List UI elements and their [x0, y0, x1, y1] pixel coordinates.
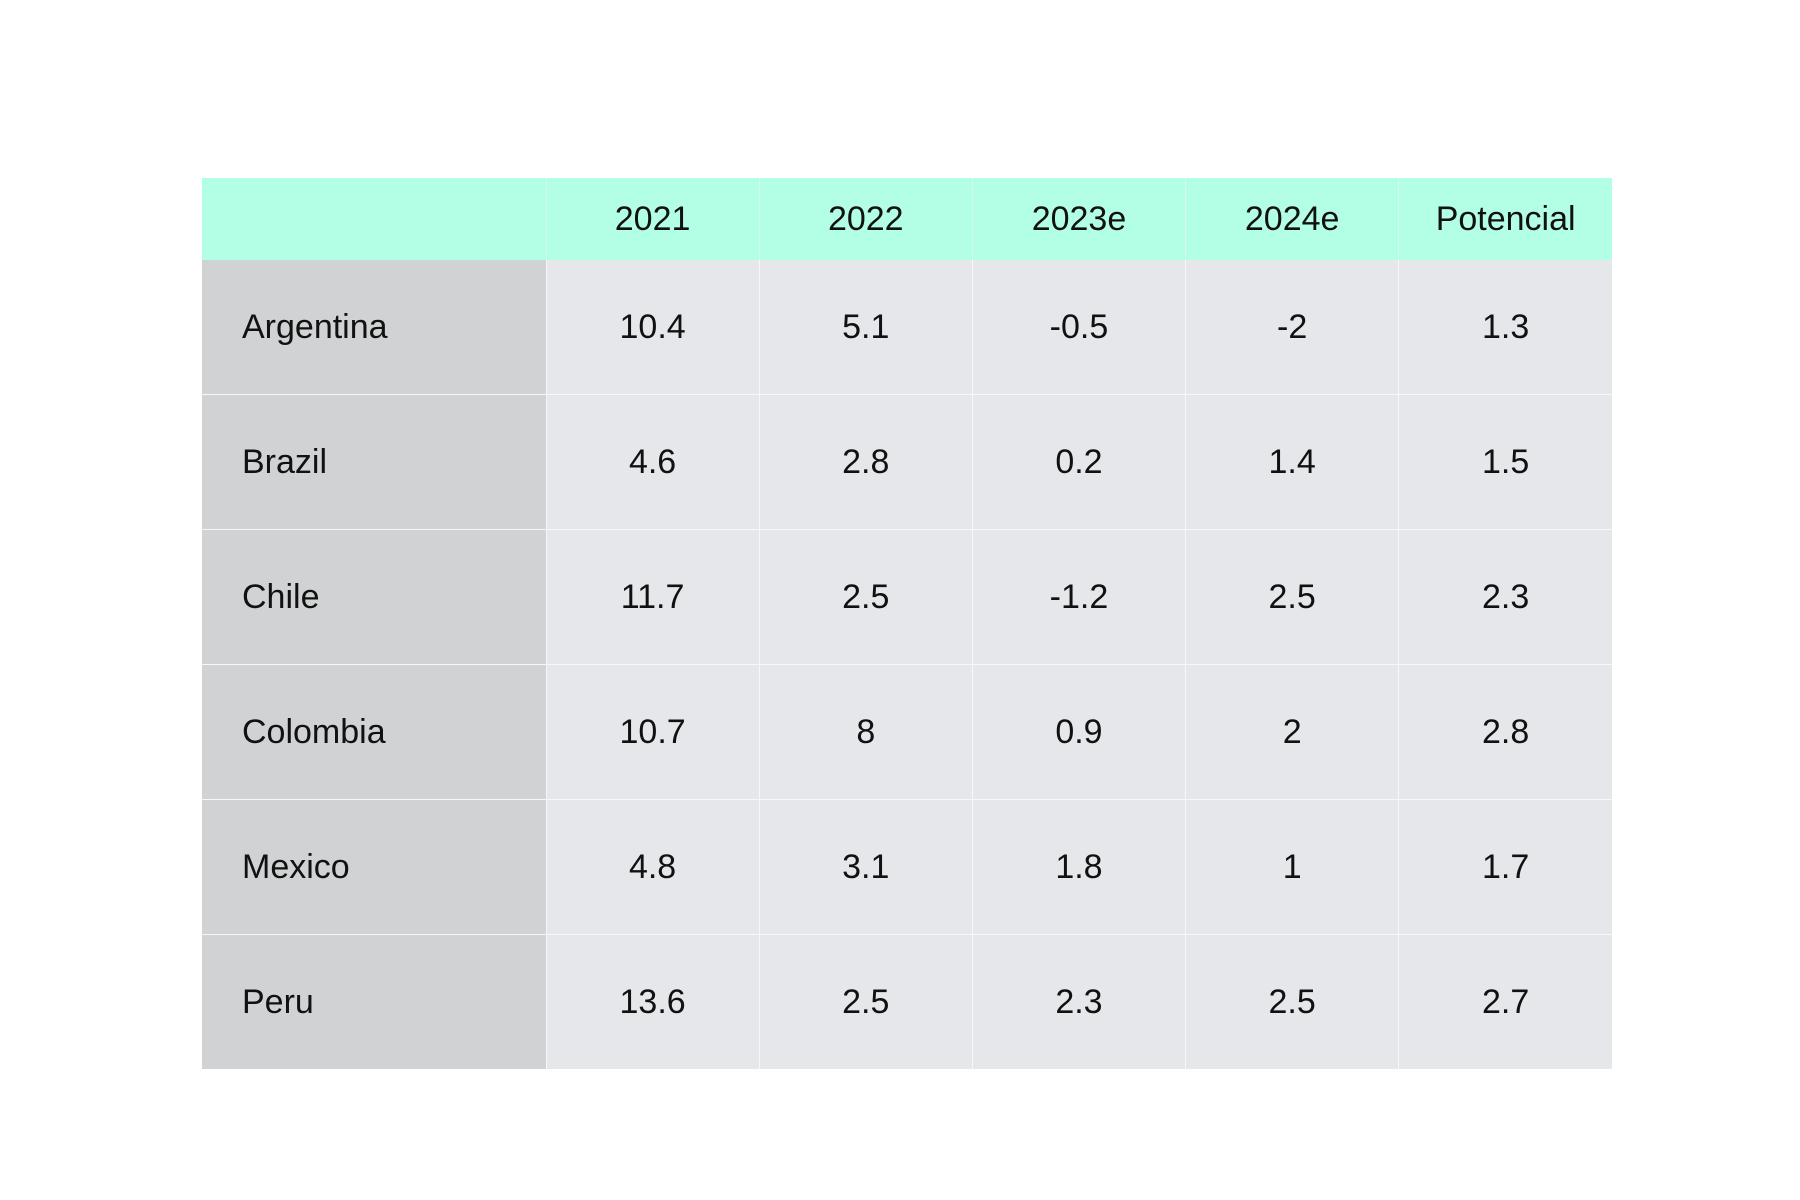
- header-cell-2021: 2021: [545, 178, 760, 260]
- data-table: 2021 2022 2023e 2024e Potencial Argentin…: [202, 178, 1612, 1069]
- row-label-cell: Mexico: [202, 799, 547, 935]
- value-cell: 3.1: [758, 799, 973, 935]
- data-table-container: 2021 2022 2023e 2024e Potencial Argentin…: [202, 178, 1612, 1069]
- value-cell: 1.5: [1398, 394, 1612, 530]
- value-cell: 2.5: [1185, 934, 1400, 1069]
- table-row: Mexico 4.8 3.1 1.8 1 1.7: [202, 799, 1612, 935]
- row-label-cell: Colombia: [202, 664, 547, 800]
- table-row: Chile 11.7 2.5 -1.2 2.5 2.3: [202, 529, 1612, 665]
- row-label-cell: Brazil: [202, 394, 547, 530]
- value-cell: 2.7: [1398, 934, 1612, 1069]
- value-cell: 2: [1185, 664, 1400, 800]
- value-cell: 2.8: [1398, 664, 1612, 800]
- header-row: 2021 2022 2023e 2024e Potencial: [202, 178, 1612, 260]
- value-cell: 2.8: [758, 394, 973, 530]
- value-cell: 8: [758, 664, 973, 800]
- row-label-cell: Argentina: [202, 260, 547, 395]
- value-cell: 1.8: [971, 799, 1187, 935]
- value-cell: -0.5: [971, 260, 1187, 395]
- table-row: Argentina 10.4 5.1 -0.5 -2 1.3: [202, 260, 1612, 395]
- value-cell: 5.1: [758, 260, 973, 395]
- row-label-cell: Peru: [202, 934, 547, 1069]
- value-cell: 10.7: [545, 664, 760, 800]
- table-body: Argentina 10.4 5.1 -0.5 -2 1.3 Brazil 4.6 2.8 0.2…: [202, 260, 1612, 1069]
- value-cell: 2.3: [1398, 529, 1612, 665]
- value-cell: 0.2: [971, 394, 1187, 530]
- value-cell: -1.2: [971, 529, 1187, 665]
- value-cell: 0.9: [971, 664, 1187, 800]
- value-cell: 1.3: [1398, 260, 1612, 395]
- row-label-cell: Chile: [202, 529, 547, 665]
- header-cell-2022: 2022: [758, 178, 973, 260]
- value-cell: 4.8: [545, 799, 760, 935]
- table-row: Colombia 10.7 8 0.9 2 2.8: [202, 664, 1612, 800]
- header-cell-2024e: 2024e: [1185, 178, 1400, 260]
- value-cell: 11.7: [545, 529, 760, 665]
- value-cell: 2.3: [971, 934, 1187, 1069]
- value-cell: 1.4: [1185, 394, 1400, 530]
- header-cell-corner: [202, 178, 547, 260]
- table-row: Brazil 4.6 2.8 0.2 1.4 1.5: [202, 394, 1612, 530]
- value-cell: 1.7: [1398, 799, 1612, 935]
- header-cell-2023e: 2023e: [971, 178, 1187, 260]
- header-cell-potencial: Potencial: [1398, 178, 1612, 260]
- value-cell: 1: [1185, 799, 1400, 935]
- value-cell: -2: [1185, 260, 1400, 395]
- value-cell: 13.6: [545, 934, 760, 1069]
- value-cell: 2.5: [1185, 529, 1400, 665]
- table-row: Peru 13.6 2.5 2.3 2.5 2.7: [202, 934, 1612, 1069]
- value-cell: 4.6: [545, 394, 760, 530]
- value-cell: 2.5: [758, 934, 973, 1069]
- value-cell: 2.5: [758, 529, 973, 665]
- value-cell: 10.4: [545, 260, 760, 395]
